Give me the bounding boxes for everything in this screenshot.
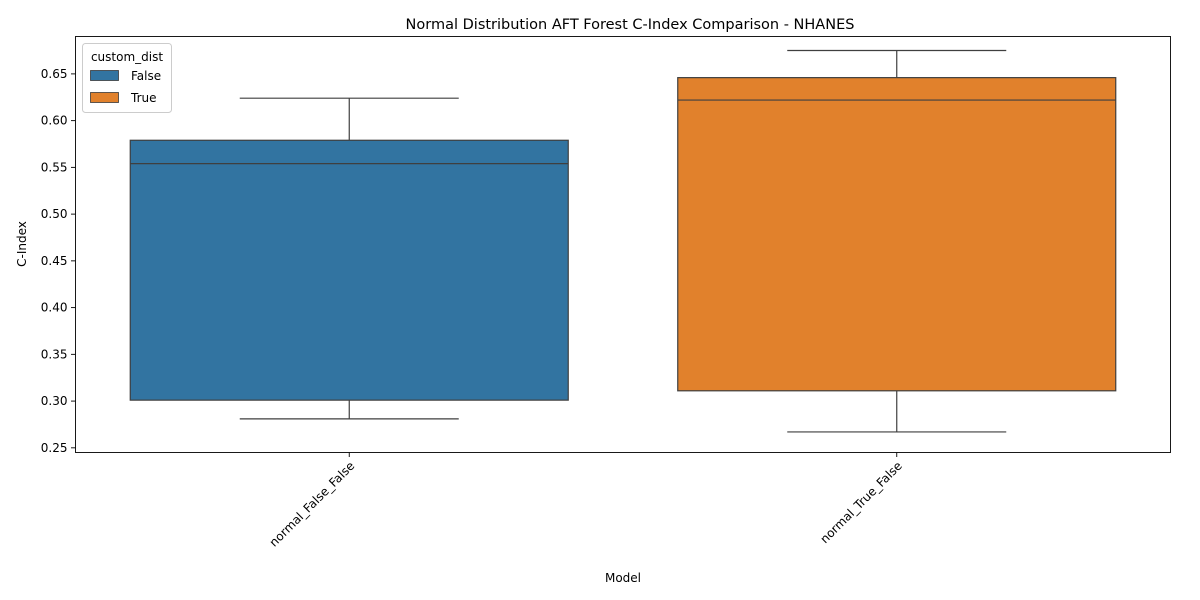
- y-tick-label: 0.35: [41, 347, 68, 361]
- y-tick-label: 0.55: [41, 160, 68, 174]
- chart-title: Normal Distribution AFT Forest C-Index C…: [406, 17, 855, 33]
- legend-swatch-true: [90, 92, 119, 103]
- y-tick-label: 0.45: [41, 254, 68, 268]
- legend-title: custom_dist: [91, 50, 163, 64]
- legend-swatch-false: [90, 70, 119, 81]
- box-true: [677, 77, 1117, 392]
- x-tick-label: normal_True_False: [817, 459, 904, 546]
- plot-area: 0.25 0.30 0.35 0.40 0.45 0.50 0.55 0.60 0.65 norm…: [41, 49, 1117, 550]
- legend: custom_dist False True: [82, 43, 172, 113]
- box-false: [129, 139, 569, 401]
- y-axis-label: C-Index: [15, 221, 29, 267]
- y-tick-label: 0.25: [41, 441, 68, 455]
- y-tick-label: 0.65: [41, 67, 68, 81]
- y-tick-label: 0.30: [41, 394, 68, 408]
- plot-frame: [75, 36, 1171, 453]
- legend-label-true: True: [130, 91, 157, 105]
- x-tick-label: normal_False_False: [267, 459, 358, 550]
- y-tick-label: 0.50: [41, 207, 68, 221]
- x-axis-label: Model: [605, 571, 641, 585]
- legend-label-false: False: [131, 69, 161, 83]
- y-tick-label: 0.60: [41, 114, 68, 128]
- y-tick-label: 0.40: [41, 301, 68, 315]
